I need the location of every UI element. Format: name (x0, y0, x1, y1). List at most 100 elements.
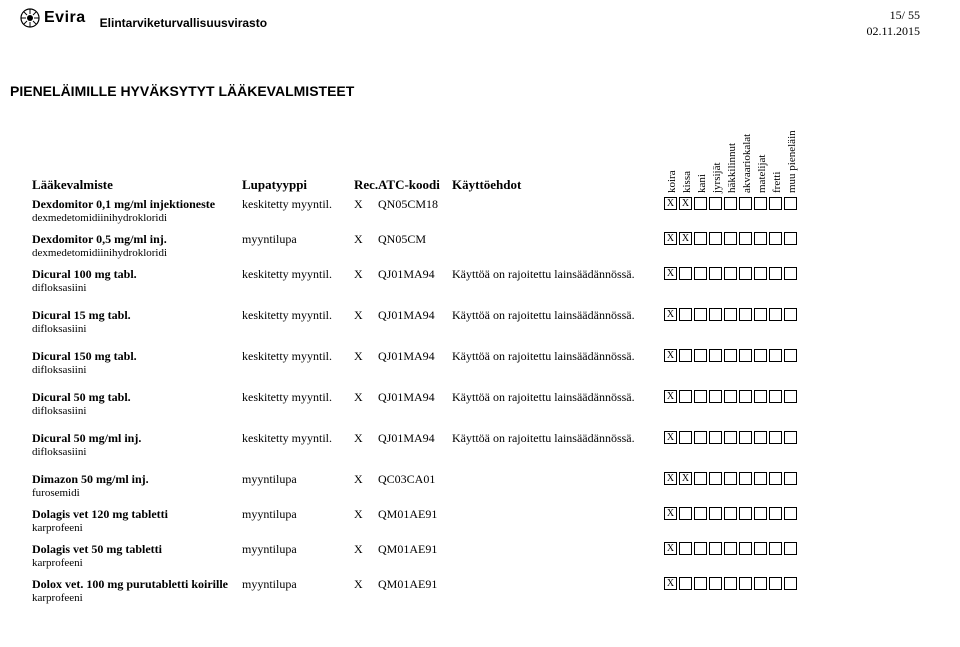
species-box (784, 232, 797, 245)
species-boxes: X (664, 390, 797, 403)
species-box: X (664, 349, 677, 362)
species-boxes: XX (664, 197, 797, 210)
cell-atc: QC03CA01 (378, 472, 452, 487)
species-box (724, 390, 737, 403)
cell-lupatyyppi: myyntilupa (242, 577, 354, 592)
table-row: Dicural 15 mg tabl.keskitetty myyntil.XQ… (32, 306, 950, 323)
table-row: Dexdomitor 0,1 mg/ml injektionestekeskit… (32, 195, 950, 212)
species-box (694, 431, 707, 444)
cell-name: Dicural 100 mg tabl. (32, 267, 242, 282)
species-label: kani (696, 174, 708, 193)
species-box (754, 577, 767, 590)
cell-rec: X (354, 507, 378, 522)
species-box (754, 349, 767, 362)
cell-lupatyyppi: keskitetty myyntil. (242, 308, 354, 323)
species-box (784, 267, 797, 280)
cell-use: Käyttöä on rajoitettu lainsäädännössä. (452, 390, 662, 405)
species-box (739, 472, 752, 485)
header-right: 15/ 55 02.11.2015 (866, 8, 920, 39)
cell-name: Dexdomitor 0,1 mg/ml injektioneste (32, 197, 242, 212)
species-box: X (664, 577, 677, 590)
col-use: Käyttöehdot (452, 177, 662, 193)
species-box: X (664, 542, 677, 555)
species-header: muu pieneläin (784, 103, 799, 193)
species-box (754, 390, 767, 403)
species-boxes: XX (664, 232, 797, 245)
species-headers: koirakissakanijyrsijäthäkkilinnutakvaari… (664, 103, 799, 193)
cell-atc: QN05CM (378, 232, 452, 247)
substance-row: dexmedetomidiinihydrokloridi (32, 212, 950, 230)
species-box (784, 390, 797, 403)
cell-rec: X (354, 472, 378, 487)
species-boxes: X (664, 431, 797, 444)
table-body: Dexdomitor 0,1 mg/ml injektionestekeskit… (32, 195, 950, 610)
species-box (709, 349, 722, 362)
cell-substance: furosemidi (32, 487, 242, 505)
cell-rec: X (354, 577, 378, 592)
cell-atc: QM01AE91 (378, 507, 452, 522)
species-box: X (664, 507, 677, 520)
species-box: X (679, 197, 692, 210)
species-box (754, 507, 767, 520)
species-box (724, 577, 737, 590)
cell-lupatyyppi: keskitetty myyntil. (242, 197, 354, 212)
cell-lupatyyppi: myyntilupa (242, 232, 354, 247)
logo-text: Evira (44, 9, 86, 27)
species-box (694, 197, 707, 210)
species-box (724, 431, 737, 444)
species-box (739, 577, 752, 590)
cell-rec: X (354, 542, 378, 557)
species-box (754, 542, 767, 555)
cell-name: Dolagis vet 120 mg tabletti (32, 507, 242, 522)
cell-name: Dicural 50 mg/ml inj. (32, 431, 242, 446)
species-box: X (679, 232, 692, 245)
species-box (784, 472, 797, 485)
species-boxes: X (664, 542, 797, 555)
species-box (694, 472, 707, 485)
species-box (724, 507, 737, 520)
cell-rec: X (354, 349, 378, 364)
cell-atc: QJ01MA94 (378, 431, 452, 446)
species-box (724, 308, 737, 321)
substance-row: difloksasiini (32, 446, 950, 464)
species-box: X (664, 390, 677, 403)
table-row: Dolagis vet 50 mg tablettimyyntilupaXQM0… (32, 540, 950, 557)
species-box (694, 577, 707, 590)
species-header: akvaariokalat (739, 103, 754, 193)
table-row: Dexdomitor 0,5 mg/ml inj.myyntilupaXQN05… (32, 230, 950, 247)
species-box (754, 197, 767, 210)
species-label: matelijat (756, 155, 768, 193)
species-box (784, 308, 797, 321)
species-box: X (664, 197, 677, 210)
cell-substance: dexmedetomidiinihydrokloridi (32, 212, 242, 230)
species-header: jyrsijät (709, 103, 724, 193)
cell-substance: karprofeeni (32, 522, 242, 540)
species-box (709, 232, 722, 245)
data-table: Lääkevalmiste Lupatyyppi Rec. ATC-koodi … (0, 103, 960, 610)
cell-rec: X (354, 267, 378, 282)
cell-rec: X (354, 232, 378, 247)
table-row: Dolagis vet 120 mg tablettimyyntilupaXQM… (32, 505, 950, 522)
species-box (769, 390, 782, 403)
cell-name: Dicural 150 mg tabl. (32, 349, 242, 364)
species-box (784, 507, 797, 520)
species-box: X (664, 431, 677, 444)
evira-logo-icon (20, 8, 40, 28)
page-date: 02.11.2015 (866, 24, 920, 40)
cell-atc: QM01AE91 (378, 577, 452, 592)
species-box (709, 542, 722, 555)
table-row: Dicural 100 mg tabl.keskitetty myyntil.X… (32, 265, 950, 282)
cell-atc: QJ01MA94 (378, 349, 452, 364)
species-label: akvaariokalat (741, 134, 753, 193)
species-box (754, 308, 767, 321)
species-box: X (679, 472, 692, 485)
species-box (709, 308, 722, 321)
species-box (784, 197, 797, 210)
cell-atc: QJ01MA94 (378, 308, 452, 323)
species-box (784, 349, 797, 362)
species-box (754, 431, 767, 444)
species-box (709, 472, 722, 485)
cell-lupatyyppi: keskitetty myyntil. (242, 267, 354, 282)
species-header: kani (694, 103, 709, 193)
cell-rec: X (354, 308, 378, 323)
